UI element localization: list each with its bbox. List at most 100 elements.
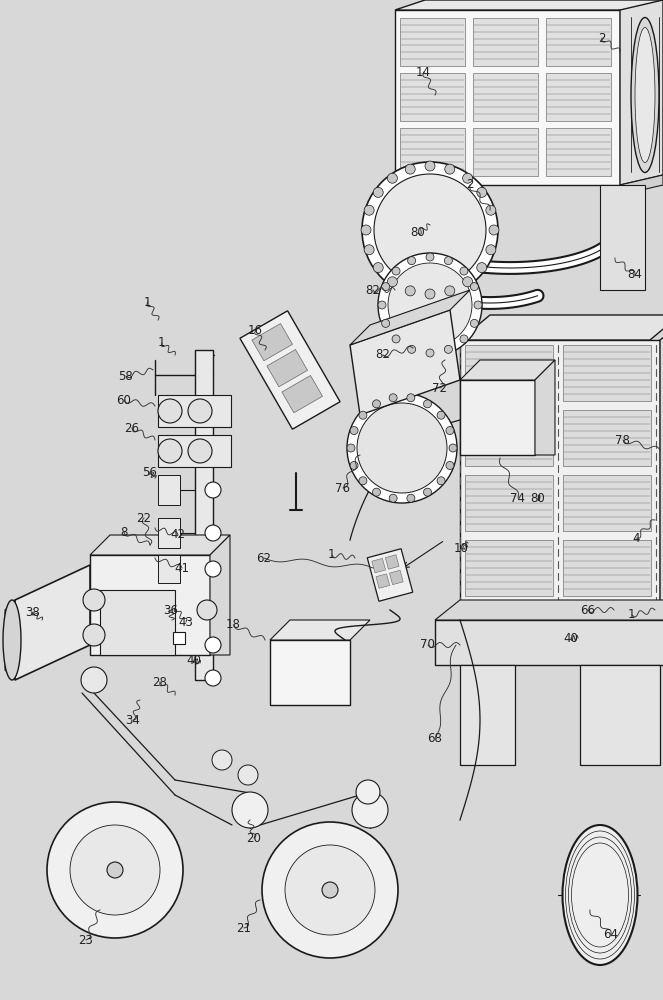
- Circle shape: [357, 403, 447, 493]
- Text: 66: 66: [580, 603, 595, 616]
- Circle shape: [407, 394, 415, 402]
- Circle shape: [408, 345, 416, 353]
- Text: 26: 26: [124, 422, 139, 434]
- Text: 16: 16: [248, 324, 263, 336]
- Bar: [100, 590, 175, 655]
- Circle shape: [463, 277, 473, 287]
- Text: 10: 10: [454, 542, 469, 554]
- Circle shape: [408, 257, 416, 265]
- Circle shape: [444, 345, 452, 353]
- Text: 80: 80: [410, 227, 425, 239]
- Text: 20: 20: [246, 832, 261, 844]
- Circle shape: [158, 439, 182, 463]
- Circle shape: [463, 173, 473, 183]
- Bar: [460, 665, 515, 765]
- Text: 76: 76: [335, 482, 350, 494]
- Text: 1: 1: [628, 608, 636, 621]
- Circle shape: [47, 802, 183, 938]
- Circle shape: [474, 301, 482, 309]
- Circle shape: [449, 444, 457, 452]
- Circle shape: [405, 286, 415, 296]
- Circle shape: [382, 283, 390, 291]
- Text: 68: 68: [427, 732, 442, 744]
- Text: 82: 82: [365, 284, 380, 296]
- Text: 18: 18: [226, 618, 241, 632]
- Circle shape: [425, 289, 435, 299]
- Bar: [546, 18, 611, 66]
- Ellipse shape: [635, 27, 655, 162]
- Circle shape: [262, 822, 398, 958]
- Circle shape: [486, 205, 496, 215]
- Circle shape: [446, 427, 454, 435]
- Text: 42: 42: [170, 528, 185, 542]
- Bar: [563, 475, 651, 531]
- Text: 40: 40: [563, 632, 578, 645]
- Bar: [400, 73, 465, 121]
- Circle shape: [83, 589, 105, 611]
- Circle shape: [347, 393, 457, 503]
- Text: 22: 22: [136, 512, 151, 524]
- Polygon shape: [376, 574, 390, 588]
- Bar: [473, 73, 538, 121]
- Text: 1: 1: [158, 336, 166, 350]
- Circle shape: [359, 411, 367, 419]
- Text: 70: 70: [420, 639, 435, 652]
- Circle shape: [382, 319, 390, 327]
- Polygon shape: [372, 558, 386, 573]
- Circle shape: [356, 780, 380, 804]
- Bar: [158, 435, 231, 467]
- Circle shape: [205, 525, 221, 541]
- Text: 82: 82: [375, 349, 390, 361]
- Bar: [473, 18, 538, 66]
- Circle shape: [425, 161, 435, 171]
- Polygon shape: [660, 315, 663, 620]
- Circle shape: [489, 225, 499, 235]
- Polygon shape: [240, 311, 340, 429]
- Circle shape: [205, 482, 221, 498]
- Bar: [460, 340, 660, 620]
- Circle shape: [444, 257, 452, 265]
- Circle shape: [188, 399, 212, 423]
- Circle shape: [437, 411, 445, 419]
- Bar: [395, 10, 620, 185]
- Text: 38: 38: [25, 605, 40, 618]
- Text: 36: 36: [163, 603, 178, 616]
- Bar: [465, 410, 553, 466]
- Bar: [435, 620, 663, 665]
- Circle shape: [460, 267, 468, 275]
- Circle shape: [486, 245, 496, 255]
- Circle shape: [477, 263, 487, 273]
- Circle shape: [477, 187, 487, 197]
- Text: 1: 1: [328, 548, 335, 562]
- Circle shape: [388, 263, 472, 347]
- Circle shape: [322, 882, 338, 898]
- Polygon shape: [620, 175, 663, 195]
- Circle shape: [445, 286, 455, 296]
- Circle shape: [389, 494, 397, 502]
- Text: 2: 2: [598, 31, 605, 44]
- Text: 78: 78: [615, 434, 630, 446]
- Bar: [465, 540, 553, 596]
- Bar: [563, 345, 651, 401]
- Polygon shape: [270, 620, 370, 640]
- Text: 41: 41: [174, 562, 189, 574]
- Bar: [563, 540, 651, 596]
- Circle shape: [445, 164, 455, 174]
- Circle shape: [347, 444, 355, 452]
- Circle shape: [373, 263, 383, 273]
- Text: 60: 60: [116, 393, 131, 406]
- Circle shape: [362, 162, 498, 298]
- Ellipse shape: [631, 17, 659, 172]
- Circle shape: [350, 427, 358, 435]
- Text: 56: 56: [142, 466, 157, 479]
- Bar: [270, 640, 350, 705]
- Text: 8: 8: [120, 526, 127, 538]
- Polygon shape: [367, 549, 413, 601]
- Circle shape: [373, 400, 381, 408]
- Circle shape: [359, 477, 367, 485]
- Circle shape: [470, 283, 478, 291]
- Text: 74: 74: [510, 491, 525, 504]
- Bar: [465, 475, 553, 531]
- Bar: [158, 475, 180, 505]
- Text: 72: 72: [432, 381, 447, 394]
